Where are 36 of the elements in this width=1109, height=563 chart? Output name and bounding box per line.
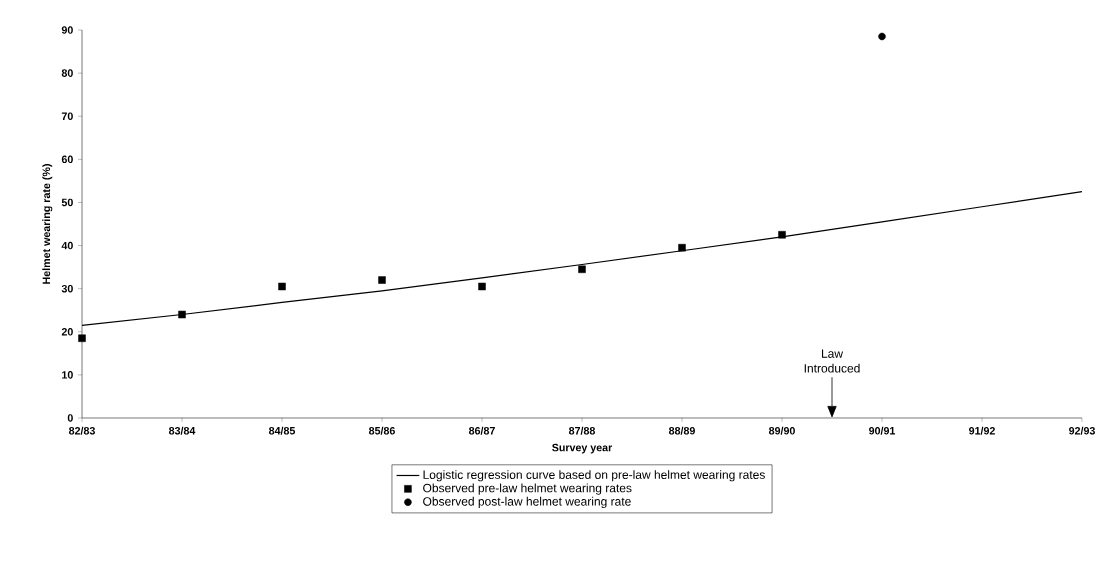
x-tick-label: 85/86: [369, 426, 395, 435]
y-axis-title: Helmet wearing rate (%): [42, 164, 53, 284]
x-tick-label: 86/87: [469, 426, 495, 435]
x-axis-title: Survey year: [552, 443, 613, 454]
x-tick-label: 92/93: [1069, 426, 1095, 435]
point: [78, 334, 86, 342]
point: [478, 282, 486, 291]
x-tick-label: 83/84: [169, 426, 196, 435]
x-tick-label: 90/91: [869, 426, 896, 435]
point: [178, 310, 186, 319]
y-tick-label: 50: [61, 198, 73, 207]
y-tick-label: 70: [61, 112, 73, 120]
annotation: Law Introduced: [804, 349, 860, 373]
x-tick-label: 82/83: [69, 426, 95, 435]
x-tick-label: 88/89: [669, 426, 695, 435]
y-tick-label: 40: [61, 241, 73, 250]
point: [778, 231, 786, 239]
y-tick-label: 30: [61, 284, 73, 293]
legend-label: Observed pre-law helmet wearing rates: [423, 483, 632, 495]
y-tick-label: 20: [61, 328, 73, 336]
x-tick-label: 84/85: [269, 426, 296, 435]
y-tick-label: 80: [61, 69, 73, 77]
x-tick-label: 91/92: [969, 426, 995, 435]
legend-label: Observed post-law helmet wearing rate: [423, 496, 631, 509]
point: [278, 282, 286, 291]
point: [378, 276, 386, 284]
y-tick-label: 90: [61, 26, 73, 34]
x-tick-label: 89/90: [769, 426, 795, 435]
point: [878, 32, 886, 41]
point: [678, 243, 686, 252]
point: [578, 265, 586, 273]
y-tick-label: 60: [61, 155, 73, 164]
legend-label: Logistic regression curve based on pre-law helmet wearing rates: [423, 470, 765, 482]
y-tick-label: 10: [62, 371, 73, 379]
x-tick-label: 87/88: [569, 426, 596, 435]
y-tick-label: 0: [67, 414, 73, 422]
